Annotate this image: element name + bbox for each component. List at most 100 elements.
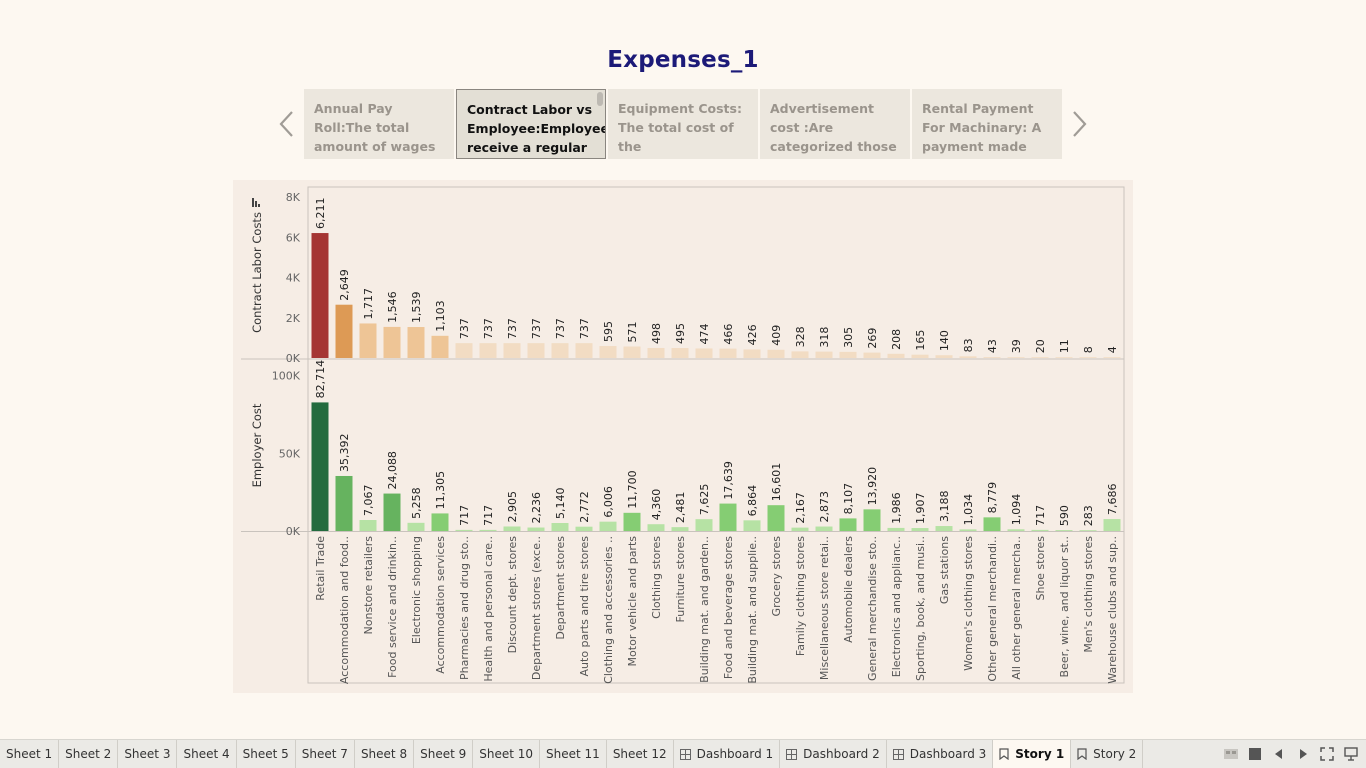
category-label: Automobile dealers [842,536,855,643]
data-label: 7,625 [698,484,711,516]
tab-sheet-8[interactable]: Sheet 8 [355,740,415,768]
caption-scrollbar[interactable] [597,92,603,106]
bar [1007,357,1025,358]
story-point-1[interactable]: Annual Pay Roll:The total amount of wage… [304,89,454,159]
bar [647,524,665,531]
data-label: 318 [818,327,831,348]
bar [1055,357,1073,358]
category-label: Food and beverage stores [722,536,735,679]
bar [359,323,377,358]
sheet-tab-bar: Sheet 1 Sheet 2 Sheet 3 Sheet 4 Sheet 5 Sheet… [0,739,1366,768]
tab-label: Sheet 11 [546,747,600,761]
story-point-2[interactable]: Contract Labor vs Employee:Employee rece… [456,89,606,159]
bar [983,517,1001,531]
category-label: Clothing and accessories .. [602,536,615,684]
category-label: Beer, wine, and liquor st.. [1058,536,1071,677]
bar [1007,529,1025,531]
tab-sheet-12[interactable]: Sheet 12 [607,740,674,768]
data-label: 1,539 [410,292,423,324]
dashboard-icon [892,748,904,760]
data-label: 2,236 [530,492,543,524]
bar [455,343,473,358]
category-label: Shoe stores [1034,536,1047,601]
data-label: 269 [866,328,879,349]
tab-sheet-4[interactable]: Sheet 4 [177,740,237,768]
bar [911,528,929,531]
bar [671,527,689,531]
story-point-3[interactable]: Equipment Costs: The total cost of the [608,89,758,159]
tab-label: Sheet 12 [612,747,667,761]
tab-label: Dashboard 1 [696,747,774,761]
next-sheet-icon[interactable] [1296,747,1310,761]
data-label: 495 [674,323,687,344]
tab-sheet-11[interactable]: Sheet 11 [540,740,607,768]
bar [815,351,833,358]
dashboard-icon [679,748,691,760]
tab-sheet-9[interactable]: Sheet 9 [414,740,474,768]
fit-icon[interactable] [1320,747,1334,761]
data-label: 283 [1082,505,1095,526]
filmstrip-icon[interactable] [1248,747,1262,761]
tab-sheet-3[interactable]: Sheet 3 [118,740,178,768]
tab-sheet-2[interactable]: Sheet 2 [59,740,119,768]
data-label: 571 [626,322,639,343]
y-axis-title: Employer Cost [250,403,264,487]
bar [743,349,761,358]
tab-dashboard-3[interactable]: Dashboard 3 [887,740,994,768]
bar [839,351,857,358]
tab-story-1[interactable]: Story 1 [993,740,1072,768]
tab-label: Sheet 1 [6,747,53,761]
tab-label: Story 2 [1093,747,1137,761]
bar [1103,519,1121,531]
category-label: Pharmacies and drug sto.. [458,536,471,680]
category-label: Electronic shopping [410,536,423,644]
data-label: 140 [938,330,951,351]
story-point-5[interactable]: Rental Payment For Machinary: A payment … [912,89,1062,159]
presentation-icon[interactable] [1344,747,1358,761]
data-label: 737 [530,318,543,339]
story-point-caption: Contract Labor vs Employee:Employee rece… [467,102,606,155]
bar [743,520,761,531]
category-label: Gas stations [938,536,951,604]
tab-sheet-7[interactable]: Sheet 7 [296,740,355,768]
tab-story-2[interactable]: Story 2 [1071,740,1144,768]
story-point-4[interactable]: Advertisement cost :Are categorized thos… [760,89,910,159]
prev-story-point-icon[interactable] [276,108,298,140]
category-label: Motor vehicle and parts [626,536,639,667]
category-label: Discount dept. stores [506,536,519,654]
data-label: 35,392 [338,433,351,472]
tab-sheet-1[interactable]: Sheet 1 [0,740,60,768]
data-label: 737 [554,318,567,339]
category-label: Retail Trade [314,536,327,601]
tab-sheet-5[interactable]: Sheet 5 [237,740,296,768]
data-label: 165 [914,330,927,351]
data-label: 498 [650,323,663,344]
tab-label: Sheet 4 [183,747,230,761]
y-tick-label: 100K [272,370,301,383]
data-label: 82,714 [314,360,327,399]
tab-dashboard-1[interactable]: Dashboard 1 [674,740,781,768]
next-story-point-icon[interactable] [1068,108,1090,140]
prev-sheet-icon[interactable] [1272,747,1286,761]
tab-dashboard-2[interactable]: Dashboard 2 [780,740,887,768]
sheet-tabs: Sheet 1 Sheet 2 Sheet 3 Sheet 4 Sheet 5 Sheet… [0,740,1144,768]
bar [311,402,329,531]
sort-icon-bar [252,198,254,207]
sheet-sorter-icon[interactable] [1224,747,1238,761]
tab-label: Dashboard 3 [909,747,987,761]
category-label: Men's clothing stores [1082,536,1095,653]
tab-label: Sheet 8 [360,747,408,761]
category-label: Women's clothing stores [962,536,975,671]
bar [767,349,785,358]
story-point-caption: Annual Pay Roll:The total amount of wage… [314,101,436,159]
tab-label: Story 1 [1015,747,1065,761]
category-label: Furniture stores [674,536,687,623]
category-label: Grocery stores [770,536,783,617]
y-tick-label: 2K [286,312,301,325]
data-label: 328 [794,326,807,347]
bar [503,526,521,531]
tab-sheet-10[interactable]: Sheet 10 [473,740,541,768]
y-axis-title: Contract Labor Costs [250,212,264,333]
data-label: 717 [482,505,495,526]
category-label: Department stores (exce.. [530,536,543,680]
